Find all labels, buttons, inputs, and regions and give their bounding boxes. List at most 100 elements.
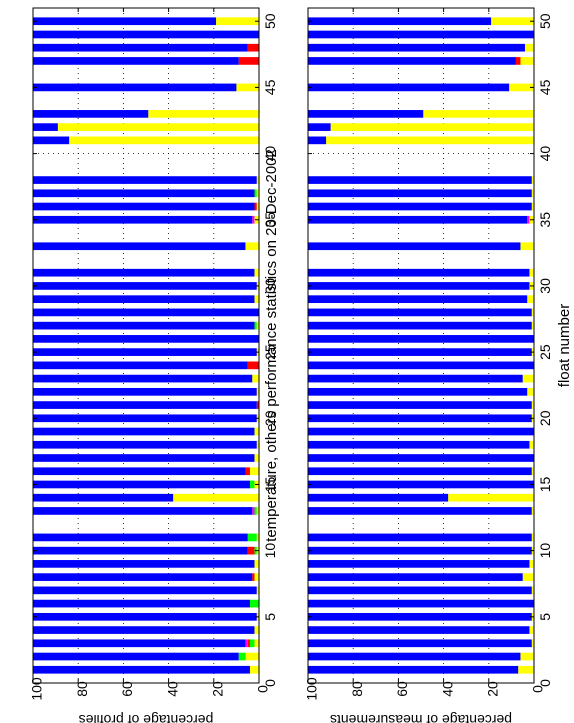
bar-segment-blue [33, 454, 255, 462]
bar-segment-blue [308, 17, 492, 26]
bar-float-42 [33, 123, 259, 131]
bar-segment-yellow [520, 57, 534, 65]
bar-float-49 [33, 30, 259, 39]
bar-segment-red [247, 639, 250, 648]
bar-segment-blue [33, 57, 239, 65]
bar-segment-blue [33, 361, 248, 370]
bar-float-35 [33, 215, 259, 224]
y-tick-label: 60 [394, 681, 410, 697]
bar-float-8 [33, 573, 259, 581]
bar-segment-blue [33, 123, 58, 131]
bar-segment-yellow [173, 493, 259, 502]
bar-float-26 [308, 335, 534, 343]
bar-segment-yellow [529, 626, 534, 634]
y-tick-label: 80 [74, 681, 90, 697]
bar-segment-yellow [254, 573, 259, 581]
bar-segment-yellow [527, 387, 534, 396]
bar-segment-yellow [216, 17, 259, 26]
bar-float-13 [308, 507, 534, 515]
bar-segment-red [238, 57, 259, 65]
bar-float-33 [308, 242, 534, 251]
bar-float-10 [308, 546, 534, 555]
bar-float-18 [33, 440, 259, 449]
y-tick-label: 60 [119, 681, 135, 697]
bar-float-45 [308, 83, 534, 92]
bar-float-43 [33, 110, 259, 118]
bar-segment-blue [308, 427, 534, 436]
bar-segment-blue [33, 467, 246, 476]
y-tick-label: 0 [255, 685, 271, 693]
bar-segment-green [249, 639, 255, 648]
bar-segment-blue [33, 387, 257, 396]
bar-segment-yellow [57, 123, 259, 131]
plot-frame [307, 7, 535, 684]
bar-float-15 [308, 480, 534, 489]
bar-segment-blue [33, 639, 246, 648]
bar-segment-yellow [448, 493, 534, 502]
bar-float-50 [33, 17, 259, 26]
bar-segment-blue [33, 626, 255, 634]
bar-float-47 [33, 57, 259, 65]
y-tick-label: 20 [210, 681, 226, 697]
bar-float-1 [33, 665, 259, 674]
bar-float-15 [33, 480, 259, 489]
bar-float-11 [308, 533, 534, 542]
bar-float-43 [308, 110, 534, 118]
bar-float-48 [33, 43, 259, 52]
y-axis-label: percentage of measurements [330, 712, 512, 723]
bar-segment-yellow [520, 652, 534, 661]
bar-segment-blue [33, 573, 253, 581]
bar-segment-red [254, 202, 257, 211]
bar-segment-red [247, 43, 259, 52]
bar-float-25 [308, 348, 534, 356]
bar-segment-yellow [522, 374, 534, 383]
x-tick-label: 50 [537, 13, 553, 29]
bar-float-24 [33, 361, 259, 370]
bar-segment-blue [33, 546, 248, 555]
bar-float-29 [308, 295, 534, 304]
bar-segment-blue [33, 110, 149, 118]
x-tick-label: 0 [537, 679, 553, 687]
bar-segment-blue [308, 361, 534, 370]
bar-segment-blue [308, 414, 532, 423]
bar-segment-blue [308, 467, 532, 476]
bar-segment-blue [308, 189, 532, 198]
bar-segment-yellow [254, 626, 259, 634]
bar-segment-yellow [531, 308, 534, 317]
bar-segment-blue [308, 83, 510, 92]
bar-segment-blue [33, 507, 253, 515]
bar-float-26 [33, 335, 259, 343]
bar-float-22 [33, 387, 259, 396]
bar-segment-blue [33, 308, 259, 317]
bar-segment-blue [33, 480, 250, 489]
bar-float-41 [33, 136, 259, 145]
bar-segment-blue [308, 533, 532, 542]
bar-segment-blue [308, 599, 534, 608]
bar-segment-yellow [249, 467, 259, 476]
y-tick-label: 40 [439, 681, 455, 697]
bar-segment-yellow [249, 665, 259, 674]
bar-segment-blue [33, 202, 255, 211]
bar-float-1 [308, 665, 534, 674]
bar-segment-blue [308, 123, 331, 131]
bar-float-3 [308, 639, 534, 648]
bar-segment-blue [33, 493, 174, 502]
x-tick-label: 35 [262, 212, 278, 228]
bar-float-36 [308, 202, 534, 211]
bar-segment-yellow [256, 533, 259, 542]
bar-segment-blue [308, 560, 530, 568]
bar-segment-yellow [531, 533, 534, 542]
bar-float-48 [308, 43, 534, 52]
bar-segment-blue [308, 242, 521, 251]
bar-segment-blue [308, 626, 530, 634]
bar-float-28 [308, 308, 534, 317]
bar-segment-blue [33, 652, 239, 661]
bar-segment-yellow [527, 295, 534, 304]
bar-float-16 [33, 467, 259, 476]
bar-segment-blue [308, 652, 521, 661]
bar-float-30 [33, 282, 259, 290]
bar-segment-blue [33, 295, 255, 304]
bar-segment-green [238, 652, 246, 661]
bar-segment-yellow [531, 189, 534, 198]
bar-float-6 [33, 599, 259, 608]
